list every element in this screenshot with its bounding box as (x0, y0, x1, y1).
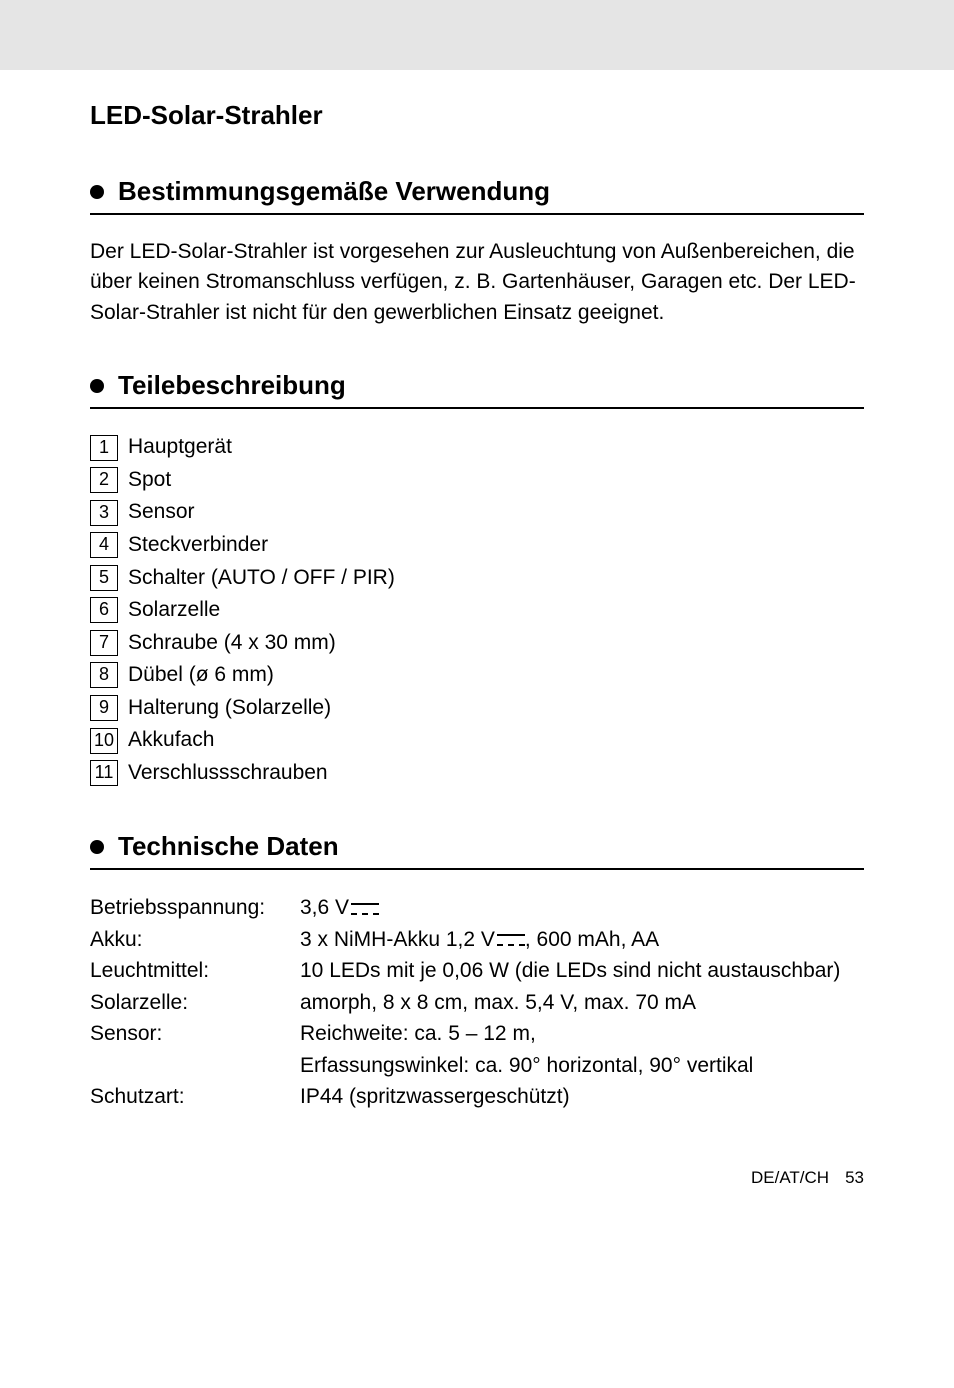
part-number-box: 4 (90, 532, 118, 558)
spec-label: Sensor: (90, 1018, 300, 1050)
part-row: 10 Akkufach (90, 724, 864, 757)
part-row: 3 Sensor (90, 496, 864, 529)
spec-value: Reichweite: ca. 5 – 12 m, (300, 1018, 864, 1050)
spec-value-pre: 3 x NiMH-Akku 1,2 V (300, 928, 495, 951)
part-number-box: 7 (90, 630, 118, 656)
spec-row: Solarzelle:amorph, 8 x 8 cm, max. 5,4 V,… (90, 987, 864, 1019)
part-row: 8 Dübel (ø 6 mm) (90, 659, 864, 692)
section-title-parts: Teilebeschreibung (118, 370, 346, 401)
spec-value-pre: 10 LEDs mit je 0,06 W (die LEDs sind nic… (300, 959, 840, 982)
spec-row: Betriebsspannung:3,6 V (90, 892, 864, 924)
dc-symbol-icon (497, 934, 525, 946)
spec-table: Betriebsspannung:3,6 VAkku:3 x NiMH-Akku… (90, 892, 864, 1113)
part-number-box: 3 (90, 500, 118, 526)
spec-value-pre: IP44 (spritzwassergeschützt) (300, 1085, 570, 1108)
spec-label: Betriebsspannung: (90, 892, 300, 924)
spec-value-pre: Erfassungswinkel: ca. 90° horizontal, 90… (300, 1054, 753, 1077)
part-number-box: 5 (90, 565, 118, 591)
spec-value: Erfassungswinkel: ca. 90° horizontal, 90… (300, 1050, 864, 1082)
usage-paragraph: Der LED-Solar-Strahler ist vorgesehen zu… (90, 237, 864, 328)
section-title-usage: Bestimmungsgemäße Verwendung (118, 176, 550, 207)
part-number-box: 1 (90, 435, 118, 461)
part-row: 2 Spot (90, 464, 864, 497)
page-footer: DE/AT/CH 53 (90, 1168, 864, 1188)
part-row: 1 Hauptgerät (90, 431, 864, 464)
part-number-box: 8 (90, 662, 118, 688)
dc-symbol-icon (351, 903, 379, 915)
part-label: Verschlussschrauben (128, 757, 328, 790)
section-head-specs: Technische Daten (90, 831, 864, 870)
spec-value-pre: amorph, 8 x 8 cm, max. 5,4 V, max. 70 mA (300, 991, 696, 1014)
spec-label (90, 1050, 300, 1082)
main-title: LED-Solar-Strahler (90, 100, 864, 131)
bullet-icon (90, 185, 104, 199)
part-row: 4 Steckverbinder (90, 529, 864, 562)
spec-row: Schutzart:IP44 (spritzwassergeschützt) (90, 1081, 864, 1113)
part-label: Schalter (AUTO / OFF / PIR) (128, 562, 395, 595)
part-row: 11 Verschlussschrauben (90, 757, 864, 790)
spec-row: Sensor:Reichweite: ca. 5 – 12 m, (90, 1018, 864, 1050)
header-band (0, 0, 954, 70)
part-number-box: 11 (90, 760, 118, 786)
spec-label: Solarzelle: (90, 987, 300, 1019)
part-number-box: 10 (90, 728, 118, 754)
part-row: 9 Halterung (Solarzelle) (90, 692, 864, 725)
spec-label: Leuchtmittel: (90, 955, 300, 987)
part-label: Hauptgerät (128, 431, 232, 464)
footer-region: DE/AT/CH (751, 1168, 829, 1188)
spec-label: Schutzart: (90, 1081, 300, 1113)
part-row: 7 Schraube (4 x 30 mm) (90, 627, 864, 660)
spec-value: IP44 (spritzwassergeschützt) (300, 1081, 864, 1113)
part-label: Solarzelle (128, 594, 220, 627)
spec-value: 3,6 V (300, 892, 864, 924)
bullet-icon (90, 840, 104, 854)
bullet-icon (90, 379, 104, 393)
part-label: Schraube (4 x 30 mm) (128, 627, 336, 660)
part-label: Halterung (Solarzelle) (128, 692, 331, 725)
part-number-box: 9 (90, 695, 118, 721)
spec-value-pre: Reichweite: ca. 5 – 12 m, (300, 1022, 536, 1045)
footer-page-number: 53 (845, 1168, 864, 1188)
part-number-box: 6 (90, 597, 118, 623)
spec-row: Erfassungswinkel: ca. 90° horizontal, 90… (90, 1050, 864, 1082)
spec-value-post: , 600 mAh, AA (525, 928, 659, 951)
spec-label: Akku: (90, 924, 300, 956)
spec-row: Leuchtmittel:10 LEDs mit je 0,06 W (die … (90, 955, 864, 987)
part-label: Akkufach (128, 724, 214, 757)
part-label: Dübel (ø 6 mm) (128, 659, 274, 692)
section-head-parts: Teilebeschreibung (90, 370, 864, 409)
part-label: Spot (128, 464, 171, 497)
part-row: 6 Solarzelle (90, 594, 864, 627)
part-label: Sensor (128, 496, 195, 529)
spec-value: 10 LEDs mit je 0,06 W (die LEDs sind nic… (300, 955, 864, 987)
page-content: LED-Solar-Strahler Bestimmungsgemäße Ver… (0, 70, 954, 1228)
part-row: 5 Schalter (AUTO / OFF / PIR) (90, 562, 864, 595)
part-label: Steckverbinder (128, 529, 268, 562)
spec-value-pre: 3,6 V (300, 896, 349, 919)
section-title-specs: Technische Daten (118, 831, 339, 862)
spec-row: Akku:3 x NiMH-Akku 1,2 V , 600 mAh, AA (90, 924, 864, 956)
part-number-box: 2 (90, 467, 118, 493)
spec-value: amorph, 8 x 8 cm, max. 5,4 V, max. 70 mA (300, 987, 864, 1019)
parts-list: 1Hauptgerät2Spot3Sensor4Steckverbinder5S… (90, 431, 864, 789)
section-head-usage: Bestimmungsgemäße Verwendung (90, 176, 864, 215)
spec-value: 3 x NiMH-Akku 1,2 V , 600 mAh, AA (300, 924, 864, 956)
